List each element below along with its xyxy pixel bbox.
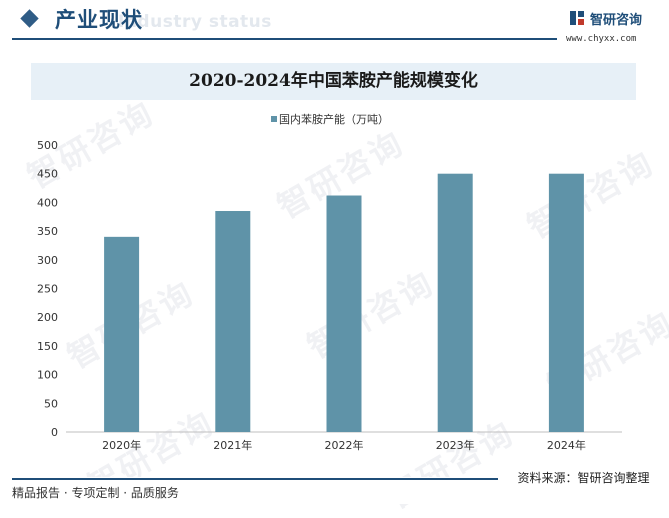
header-ghost-text: Industry status (118, 12, 272, 32)
bar (215, 211, 251, 432)
legend-label: 国内苯胺产能（万吨） (279, 112, 389, 126)
section-title: 产业现状 (55, 8, 143, 32)
y-tick-label: 500 (37, 139, 58, 152)
legend-swatch (271, 116, 277, 122)
x-tick-label: 2022年 (325, 438, 364, 452)
x-tick-label: 2023年 (436, 438, 475, 452)
x-tick-label: 2021年 (213, 438, 252, 452)
header-divider (12, 38, 557, 40)
x-tick-label: 2024年 (547, 438, 586, 452)
chart-title: 2020-2024年中国苯胺产能规模变化 (189, 71, 478, 91)
bar-chart: 国内苯胺产能（万吨） 0 50 100 150 200 250 300 350 400 450 500… (37, 112, 622, 452)
bar (104, 236, 140, 432)
y-tick-label: 250 (37, 283, 58, 296)
y-tick-label: 300 (37, 254, 58, 267)
footer (0, 477, 669, 504)
footer-tagline: 精品报告 · 专项定制 · 品质服务 (12, 486, 179, 500)
source-note: 资料来源：智研咨询整理 (517, 471, 650, 485)
bar (548, 173, 584, 432)
y-tick-label: 400 (37, 196, 58, 209)
brand-name: 智研咨询 (590, 13, 643, 28)
y-tick-label: 200 (37, 311, 58, 324)
bar (437, 173, 473, 432)
x-tick-label: 2020年 (102, 438, 141, 452)
y-tick-label: 50 (44, 397, 58, 410)
chart-title-band: 2020-2024年中国苯胺产能规模变化 (31, 63, 636, 100)
y-tick-label: 0 (51, 426, 58, 439)
page-header: Industry status 产业现状 智研咨询 www.chyxx.com (0, 0, 669, 44)
bar (326, 195, 362, 432)
footer-divider (12, 478, 498, 480)
y-tick-label: 350 (37, 225, 58, 238)
brand-logo-icon (570, 11, 584, 25)
y-tick-label: 100 (37, 369, 58, 382)
brand-url: www.chyxx.com (566, 34, 637, 44)
y-tick-label: 150 (37, 340, 58, 353)
y-tick-label: 450 (37, 168, 58, 181)
